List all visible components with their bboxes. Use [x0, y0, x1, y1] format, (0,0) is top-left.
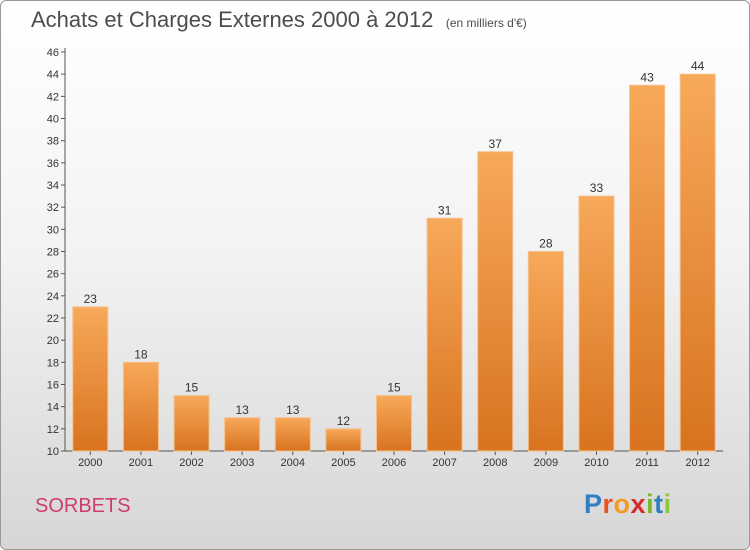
y-tick-label: 20: [47, 335, 59, 347]
y-tick-label: 32: [47, 202, 59, 214]
y-tick-label: 22: [47, 313, 59, 325]
bar-value-label: 31: [438, 203, 452, 217]
y-tick-label: 44: [47, 69, 59, 81]
logo-letter: x: [630, 489, 647, 519]
logo-letter: P: [584, 489, 603, 519]
chart-unit: (en milliers d'€): [445, 16, 527, 30]
x-axis: 2000 2001 2002 2003 2004 2005 2006 2007 2008 2009…: [65, 450, 723, 469]
logo-letter: t: [654, 489, 664, 519]
bar-value-label: 18: [134, 347, 148, 361]
bar: [527, 251, 564, 452]
bar: [376, 395, 412, 452]
bar: [679, 73, 716, 452]
bar-value-label: 44: [691, 59, 705, 73]
x-tick-label: 2005: [331, 457, 355, 469]
y-tick-label: 36: [47, 158, 59, 170]
bar-value-label: 13: [235, 403, 249, 417]
logo-letter: r: [602, 489, 614, 519]
proxiti-logo: Proxiti: [584, 489, 672, 520]
bar: [629, 84, 666, 452]
y-tick-label: 42: [47, 91, 59, 103]
place-name: SORBETS: [35, 495, 131, 517]
bar-value-label: 37: [489, 137, 503, 151]
y-tick-label: 38: [47, 136, 59, 148]
x-tick-label: 2007: [432, 457, 456, 469]
bar-value-label: 28: [539, 237, 553, 251]
bar: [72, 306, 109, 452]
bar: [224, 417, 261, 452]
bar: [477, 151, 514, 452]
bar-value-label: 13: [286, 403, 300, 417]
bar: [173, 395, 210, 452]
y-tick-label: 14: [47, 402, 59, 414]
y-tick-label: 12: [47, 424, 59, 436]
x-tick-label: 2009: [534, 457, 558, 469]
x-tick-label: 2001: [129, 457, 153, 469]
y-tick-label: 26: [47, 269, 59, 281]
y-tick-label: 28: [47, 247, 59, 259]
title-row: Achats et Charges Externes 2000 à 2012 (…: [31, 7, 527, 33]
logo-letter: o: [613, 489, 631, 519]
y-axis: 10 12 14 16 18 20 22 24 26 28 30 32 34 36 38 40 42 44 46: [47, 47, 66, 458]
logo-letter: i: [663, 489, 672, 519]
y-tick-label: 34: [47, 180, 59, 192]
y-tick-label: 40: [47, 114, 59, 126]
y-tick-label: 46: [47, 47, 59, 59]
bar: [426, 217, 463, 452]
y-tick-label: 16: [47, 380, 59, 392]
x-tick-label: 2002: [179, 457, 203, 469]
chart-title: Achats et Charges Externes 2000 à 2012: [31, 7, 434, 32]
bar: [122, 361, 159, 452]
x-tick-label: 2006: [382, 457, 406, 469]
x-tick-label: 2011: [635, 457, 659, 469]
x-tick-label: 2004: [281, 457, 305, 469]
bar: [274, 417, 311, 452]
y-tick-label: 10: [47, 446, 59, 458]
bar-value-label: 15: [185, 381, 199, 395]
bar-value-label: 33: [590, 181, 604, 195]
bar: [325, 428, 362, 452]
bar-value-label: 43: [640, 70, 654, 84]
bar: [578, 195, 615, 452]
bars: 23 18 15 13 13 12 15 31 37 28 33 43 44: [72, 59, 716, 452]
logo-letter: i: [646, 489, 655, 519]
x-tick-label: 2003: [230, 457, 254, 469]
bar-value-label: 23: [84, 292, 98, 306]
bar-value-label: 12: [337, 414, 351, 428]
x-tick-label: 2012: [685, 457, 709, 469]
y-tick-label: 30: [47, 224, 59, 236]
x-tick-label: 2008: [483, 457, 507, 469]
y-tick-label: 18: [47, 357, 59, 369]
bar-value-label: 15: [387, 381, 401, 395]
x-tick-label: 2000: [78, 457, 102, 469]
y-tick-label: 24: [47, 291, 59, 303]
x-tick-label: 2010: [584, 457, 608, 469]
